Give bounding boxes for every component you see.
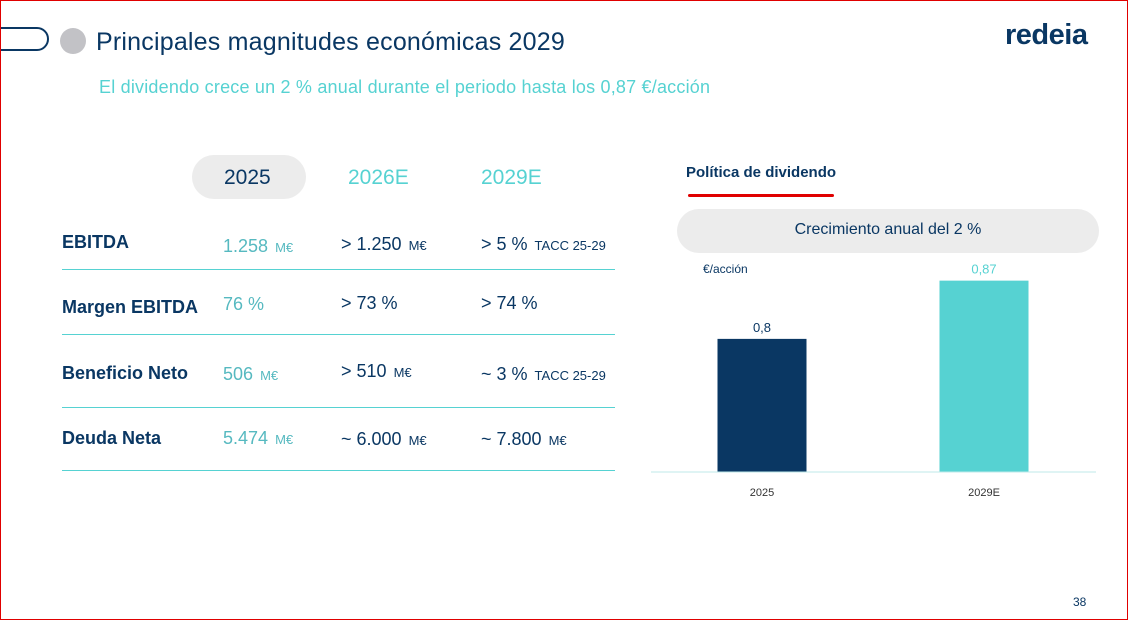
page-subtitle: El dividendo crece un 2 % anual durante … xyxy=(99,77,711,97)
year-header-2025: 2025 xyxy=(224,166,271,189)
section-pill-decoration xyxy=(1,27,49,51)
cell-value: > 73 % xyxy=(341,293,398,313)
cell-ebitda-2026: > 1.250 M€ xyxy=(341,234,427,255)
row-divider xyxy=(62,334,615,335)
cell-value: ~ 7.800 xyxy=(481,429,542,449)
row-label-margen-ebitda: Margen EBITDA xyxy=(62,297,199,317)
cell-beneficio-2025: 506 M€ xyxy=(223,364,278,385)
cell-value: > 510 xyxy=(341,361,387,381)
cell-unit: M€ xyxy=(408,433,427,448)
growth-pill xyxy=(677,209,1099,253)
y-axis-unit-label: €/acción xyxy=(703,262,748,276)
cell-unit: M€ xyxy=(548,433,567,448)
cell-ebitda-2025: 1.258 M€ xyxy=(223,236,293,257)
cell-unit: M€ xyxy=(275,432,294,447)
cell-deuda-2025: 5.474 M€ xyxy=(223,428,293,449)
cell-margen-2025: 76 % xyxy=(223,294,264,315)
cell-beneficio-2026: > 510 M€ xyxy=(341,361,412,382)
row-label-ebitda: EBITDA xyxy=(62,232,129,252)
cell-value: ~ 6.000 xyxy=(341,429,402,449)
cell-value: 506 xyxy=(223,364,254,384)
grey-dot-decoration xyxy=(60,28,86,54)
bar-2029E xyxy=(939,280,1029,472)
cell-ebitda-2029: > 5 % TACC 25-29 xyxy=(481,234,606,255)
bar-2025 xyxy=(717,338,807,472)
cell-value: 1.258 xyxy=(223,236,269,256)
x-tick-label-2029E: 2029E xyxy=(968,487,1000,499)
cell-value: ~ 3 % xyxy=(481,364,528,384)
dividend-bar-chart: €/acción 0,8 2025 0,87 2029E xyxy=(651,262,1096,499)
year-header-2029e: 2029E xyxy=(481,166,542,189)
row-label-deuda-neta: Deuda Neta xyxy=(62,428,162,448)
cell-value: > 74 % xyxy=(481,293,538,313)
year-header-2026e: 2026E xyxy=(348,166,409,189)
cell-unit: M€ xyxy=(275,240,294,255)
cell-unit: M€ xyxy=(393,365,412,380)
logo-text: redeia xyxy=(1005,19,1088,51)
cell-deuda-2029: ~ 7.800 M€ xyxy=(481,429,567,450)
page-title: Principales magnitudes económicas 2029 xyxy=(96,28,565,56)
cell-margen-2029: > 74 % xyxy=(481,293,538,314)
cell-value: 76 % xyxy=(223,294,265,314)
cell-unit: M€ xyxy=(260,368,279,383)
cell-deuda-2026: ~ 6.000 M€ xyxy=(341,429,427,450)
row-label-beneficio-neto: Beneficio Neto xyxy=(62,363,189,383)
year-2025-highlight xyxy=(192,155,306,199)
red-underline-annotation xyxy=(688,194,834,197)
dividend-policy-title: Política de dividendo xyxy=(686,164,837,181)
row-divider xyxy=(62,269,615,270)
row-divider xyxy=(62,407,615,408)
cell-value: > 5 % xyxy=(481,234,528,254)
cell-beneficio-2029: ~ 3 % TACC 25-29 xyxy=(481,364,606,385)
redeia-logo: redeia xyxy=(1005,19,1088,52)
growth-label: Crecimiento anual del 2 % xyxy=(794,221,982,238)
cell-unit: TACC 25-29 xyxy=(534,368,606,383)
data-label-2029E: 0,87 xyxy=(971,262,996,277)
cell-unit: M€ xyxy=(408,238,427,253)
cell-unit: TACC 25-29 xyxy=(534,238,606,253)
row-divider xyxy=(62,470,615,471)
cell-value: 5.474 xyxy=(223,428,269,448)
cell-margen-2026: > 73 % xyxy=(341,293,398,314)
data-label-2025: 0,8 xyxy=(753,320,771,335)
page-number: 38 xyxy=(1073,595,1087,609)
cell-value: > 1.250 xyxy=(341,234,402,254)
x-tick-label-2025: 2025 xyxy=(750,487,774,499)
